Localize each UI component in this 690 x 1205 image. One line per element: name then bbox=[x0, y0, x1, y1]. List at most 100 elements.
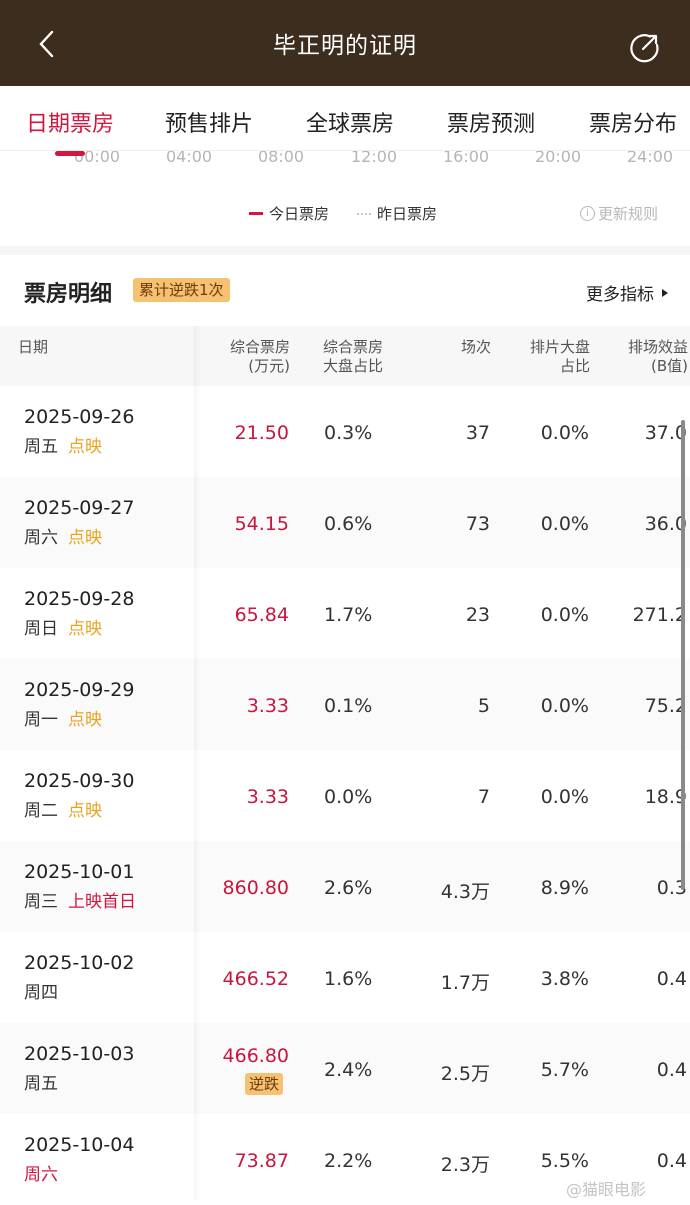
row-share: 2.4% bbox=[324, 1059, 373, 1081]
row-box-office: 466.52 bbox=[222, 968, 289, 990]
row-box-office: 466.80 bbox=[222, 1045, 289, 1067]
more-metrics-label: 更多指标 bbox=[586, 285, 654, 305]
weekday-label: 周五 bbox=[24, 1074, 58, 1094]
row-box-office: 3.33 bbox=[246, 786, 289, 808]
row-weekday: 周六 点映 bbox=[24, 523, 102, 548]
header-line: (万元) bbox=[248, 357, 290, 375]
row-share: 2.2% bbox=[324, 1150, 373, 1172]
table-row[interactable]: 2025-09-26 周五 点映 21.50 0.3% 37 0.0% 37.0 bbox=[0, 386, 690, 477]
x-tick: 20:00 bbox=[535, 150, 582, 166]
row-share: 1.6% bbox=[324, 968, 373, 990]
tab-daily-box-office[interactable]: 日期票房 bbox=[26, 112, 115, 137]
page-title: 毕正明的证明 bbox=[273, 33, 417, 59]
row-weekday: 周五 点映 bbox=[24, 432, 102, 457]
active-tab-indicator bbox=[55, 151, 85, 156]
row-schedule-share: 0.0% bbox=[540, 786, 589, 808]
release-day-tag: 上映首日 bbox=[68, 892, 136, 912]
back-button[interactable] bbox=[30, 26, 66, 62]
tab-global-box-office[interactable]: 全球票房 bbox=[306, 112, 395, 137]
tab-box-office-distribution[interactable]: 票房分布 bbox=[589, 112, 678, 137]
preview-tag: 点映 bbox=[68, 437, 102, 457]
weekday-label: 周一 bbox=[24, 710, 58, 730]
share-button[interactable] bbox=[626, 30, 662, 66]
weekday-label: 周二 bbox=[24, 801, 58, 821]
row-weekday: 周六 bbox=[24, 1160, 58, 1185]
header-date: 日期 bbox=[18, 338, 49, 356]
row-date: 2025-09-30 bbox=[24, 770, 135, 792]
row-shows: 4.3万 bbox=[440, 881, 490, 903]
share-icon bbox=[630, 34, 659, 63]
row-date: 2025-10-03 bbox=[24, 1043, 135, 1065]
update-rules-label: 更新规则 bbox=[598, 205, 659, 223]
chart-x-axis: 00:00 04:00 08:00 12:00 16:00 20:00 24:0… bbox=[0, 150, 690, 172]
row-weekday: 周三 上映首日 bbox=[24, 887, 136, 912]
header-line: 综合票房 bbox=[229, 338, 290, 356]
row-shows: 7 bbox=[477, 786, 490, 808]
table-row[interactable]: 2025-09-28 周日 点映 65.84 1.7% 23 0.0% 271.2 bbox=[0, 568, 690, 659]
header-box-office: 综合票房 (万元) bbox=[230, 338, 290, 376]
row-weekday: 周日 点映 bbox=[24, 614, 102, 639]
legend-today: 今日票房 bbox=[249, 203, 329, 224]
legend-label: 今日票房 bbox=[269, 205, 330, 223]
tab-box-office-forecast[interactable]: 票房预测 bbox=[447, 112, 536, 137]
update-rules-link[interactable]: i 更新规则 bbox=[580, 203, 658, 224]
header-line: 排片大盘 bbox=[529, 338, 590, 356]
row-date: 2025-09-27 bbox=[24, 497, 135, 519]
table-row[interactable]: 2025-09-30 周二 点映 3.33 0.0% 7 0.0% 18.9 bbox=[0, 750, 690, 841]
row-schedule-share: 0.0% bbox=[540, 604, 589, 626]
row-schedule-share: 0.0% bbox=[540, 513, 589, 535]
row-shows: 2.5万 bbox=[440, 1063, 490, 1085]
info-icon: i bbox=[580, 206, 595, 221]
weekday-label: 周五 bbox=[24, 437, 58, 457]
legend-label: 昨日票房 bbox=[377, 205, 438, 223]
header-share: 综合票房 大盘占比 bbox=[323, 338, 383, 376]
reverse-fall-badge: 逆跌 bbox=[245, 1073, 284, 1095]
row-shows: 5 bbox=[477, 695, 490, 717]
row-share: 2.6% bbox=[324, 877, 373, 899]
horizontal-scroll-indicator[interactable] bbox=[681, 420, 685, 890]
x-tick: 00:00 bbox=[74, 150, 121, 166]
header-efficiency: 排场效益 (B值) bbox=[628, 338, 688, 376]
row-share: 0.6% bbox=[324, 513, 373, 535]
table-row[interactable]: 2025-10-01 周三 上映首日 860.80 2.6% 4.3万 8.9% … bbox=[0, 841, 690, 932]
table-row[interactable]: 2025-10-03 周五 466.80 逆跌 2.4% 2.5万 5.7% 0… bbox=[0, 1023, 690, 1114]
row-efficiency: 0.4 bbox=[656, 1150, 687, 1172]
row-efficiency: 0.4 bbox=[656, 1059, 687, 1081]
row-weekday: 周四 bbox=[24, 978, 58, 1003]
row-shows: 73 bbox=[465, 513, 490, 535]
preview-tag: 点映 bbox=[68, 801, 102, 821]
row-weekday: 周一 点映 bbox=[24, 705, 102, 730]
row-efficiency: 37.0 bbox=[644, 422, 687, 444]
header-line: 占比 bbox=[559, 357, 590, 375]
row-date: 2025-09-29 bbox=[24, 679, 135, 701]
row-schedule-share: 8.9% bbox=[540, 877, 589, 899]
table-row[interactable]: 2025-09-27 周六 点映 54.15 0.6% 73 0.0% 36.0 bbox=[0, 477, 690, 568]
preview-tag: 点映 bbox=[68, 710, 102, 730]
row-weekday: 周五 bbox=[24, 1069, 58, 1094]
row-share: 0.0% bbox=[324, 786, 373, 808]
row-efficiency: 36.0 bbox=[644, 513, 687, 535]
more-metrics-button[interactable]: 更多指标 bbox=[586, 280, 668, 305]
x-tick: 24:00 bbox=[627, 150, 674, 166]
row-shows: 37 bbox=[465, 422, 490, 444]
weekday-label: 周三 bbox=[24, 892, 58, 912]
row-share: 1.7% bbox=[324, 604, 373, 626]
table-row[interactable]: 2025-10-04 周六 73.87 2.2% 2.3万 5.5% 0.4 bbox=[0, 1114, 690, 1205]
tab-presale-schedule[interactable]: 预售排片 bbox=[165, 112, 254, 137]
row-efficiency: 75.2 bbox=[644, 695, 687, 717]
weekday-label: 周六 bbox=[24, 528, 58, 548]
table-row[interactable]: 2025-09-29 周一 点映 3.33 0.1% 5 0.0% 75.2 bbox=[0, 659, 690, 750]
x-tick: 12:00 bbox=[351, 150, 398, 166]
row-schedule-share: 5.5% bbox=[540, 1150, 589, 1172]
weekday-label: 周六 bbox=[24, 1165, 58, 1185]
x-tick: 16:00 bbox=[443, 150, 490, 166]
row-shows: 2.3万 bbox=[440, 1154, 490, 1176]
row-efficiency: 0.4 bbox=[656, 968, 687, 990]
caret-right-icon bbox=[662, 288, 668, 297]
preview-tag: 点映 bbox=[68, 528, 102, 548]
header-shows: 场次 bbox=[460, 338, 491, 356]
table-row[interactable]: 2025-10-02 周四 466.52 1.6% 1.7万 3.8% 0.4 bbox=[0, 932, 690, 1023]
row-share: 0.1% bbox=[324, 695, 373, 717]
row-box-office: 54.15 bbox=[234, 513, 289, 535]
row-efficiency: 271.2 bbox=[632, 604, 687, 626]
